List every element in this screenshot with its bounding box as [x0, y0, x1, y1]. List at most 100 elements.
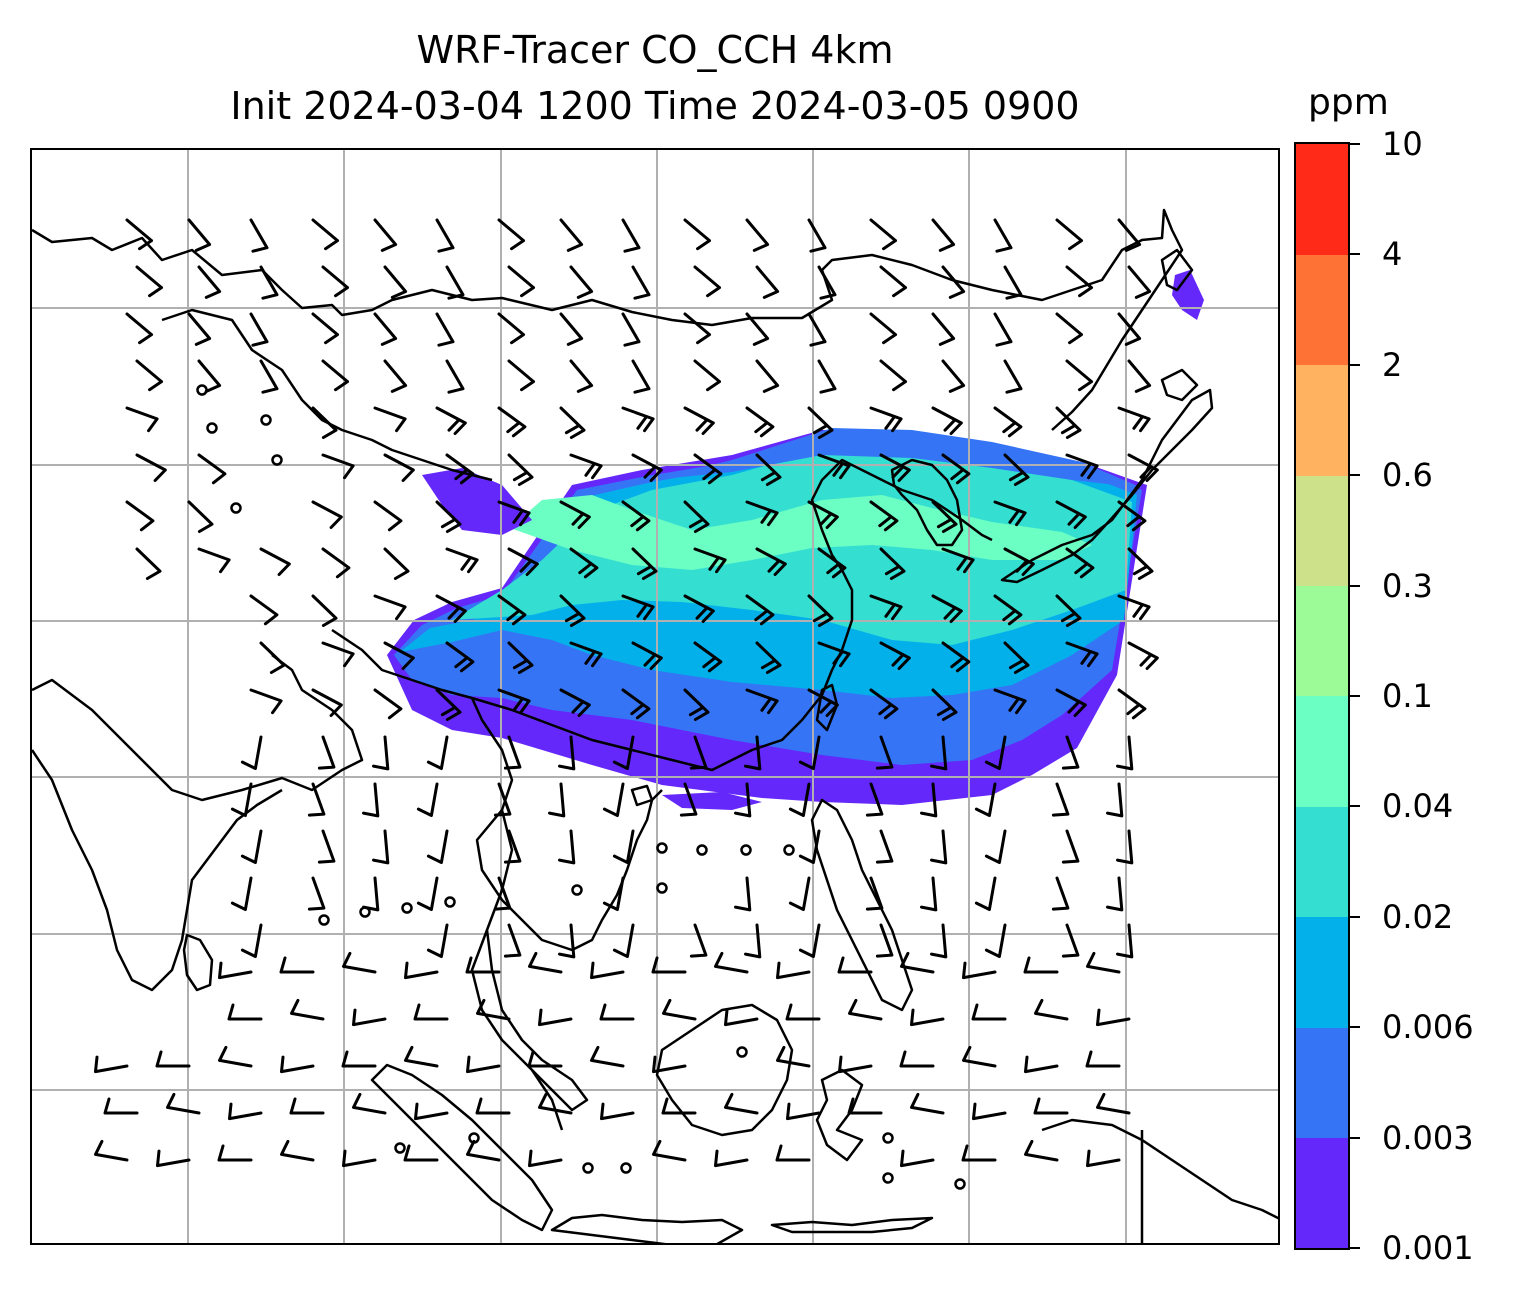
wind-barb [383, 547, 410, 580]
wind-barb [528, 1149, 563, 1168]
wind-barb [1065, 547, 1095, 579]
wind-barb [559, 594, 586, 627]
wind-barb [879, 359, 907, 392]
wind-barb [372, 829, 390, 865]
colorbar-segment [1296, 585, 1348, 697]
wind-barb [941, 359, 966, 393]
wind-barb [373, 312, 398, 346]
calm-wind-circle [230, 502, 242, 514]
wind-barb [569, 547, 599, 579]
wind-barb [362, 782, 380, 818]
calm-wind-circle [954, 1178, 966, 1190]
wind-barb [558, 735, 576, 771]
colorbar-tick-label: 10 [1382, 125, 1423, 163]
wind-barb [166, 1092, 201, 1115]
wind-barb [1116, 829, 1134, 865]
wind-barb [352, 1092, 387, 1115]
wind-barb [879, 547, 906, 580]
wind-barb [869, 500, 899, 532]
wind-barb [693, 359, 721, 392]
wind-barb [373, 218, 398, 252]
wind-barb [734, 782, 752, 818]
colorbar-segment [1296, 144, 1348, 255]
calm-wind-circle [620, 1162, 632, 1174]
wind-barb [755, 359, 780, 393]
wind-barb [435, 500, 462, 533]
wind-barb [569, 453, 603, 480]
wind-barb [865, 782, 884, 817]
wind-barb [798, 735, 821, 770]
wind-barb [497, 406, 527, 438]
wind-barb [865, 876, 884, 911]
wind-barb [602, 876, 625, 911]
wind-barb [445, 641, 475, 673]
wind-barb [848, 998, 883, 1021]
wind-barb [321, 641, 355, 668]
wind-barb [1116, 735, 1134, 771]
wind-barb [1117, 312, 1142, 346]
wind-barb [807, 688, 839, 717]
wind-barb [321, 359, 349, 392]
wind-barb [507, 547, 539, 576]
colorbar-tick [1350, 1026, 1360, 1029]
colorbar-tick-label: 0.006 [1382, 1008, 1474, 1047]
colorbar-tick [1350, 1136, 1360, 1139]
colorbar-unit: ppm [1308, 82, 1389, 123]
wind-barb [941, 453, 971, 485]
wind-barb [817, 641, 851, 668]
wind-barb [1117, 218, 1142, 252]
hainan [630, 784, 654, 807]
wind-barb [972, 1102, 1007, 1121]
wind-barb [1055, 218, 1083, 251]
map-panel[interactable] [30, 148, 1280, 1245]
wind-barb [621, 312, 641, 347]
wind-barb [869, 594, 903, 621]
wind-barb [1051, 782, 1070, 817]
wind-barb [899, 1050, 935, 1068]
wind-barb [558, 923, 576, 959]
wind-barb [621, 406, 655, 433]
wind-barb [714, 1149, 749, 1168]
wind-barb [683, 312, 711, 345]
wind-barbs [94, 218, 1159, 1168]
wind-barb [311, 218, 339, 251]
wind-barb [993, 500, 1027, 527]
wind-barb [786, 1102, 821, 1121]
wind-barb [693, 453, 723, 485]
wind-barb [679, 782, 698, 817]
wind-barb [466, 1139, 501, 1162]
wind-barb [879, 453, 911, 482]
calm-wind-circle [318, 914, 330, 926]
wind-barb [612, 923, 635, 958]
wind-barb [445, 547, 479, 574]
wind-barb [817, 265, 837, 300]
wind-barb [559, 500, 591, 529]
wind-barb [683, 500, 710, 533]
wind-barb [413, 1003, 449, 1021]
wind-barb [621, 218, 641, 253]
wind-barb [1003, 265, 1023, 300]
wind-barb [755, 265, 780, 299]
tracer-patch-northeast [1172, 270, 1204, 320]
colorbar-tick [1350, 695, 1360, 697]
calm-wind-circle [271, 454, 283, 466]
wind-barb [993, 406, 1023, 438]
calm-wind-circle [882, 1172, 894, 1184]
wind-barb [875, 923, 894, 958]
wind-barb [662, 998, 697, 1021]
wind-barb [683, 688, 710, 721]
wind-barb [383, 453, 415, 482]
calm-wind-circle [394, 1142, 406, 1154]
wind-barb [240, 829, 263, 864]
colorbar-tick-label: 0.04 [1382, 787, 1454, 826]
wind-barb [910, 1008, 945, 1027]
calm-wind-circle [740, 844, 752, 856]
wind-barb [745, 688, 779, 715]
wind-barb [1096, 1008, 1131, 1027]
wind-barb [352, 1008, 387, 1027]
wind-barb [875, 829, 894, 864]
wind-barb [755, 453, 782, 486]
wind-barb [920, 782, 938, 818]
map-title-line2: Init 2024-03-04 1200 Time 2024-03-05 090… [230, 84, 1080, 128]
wind-barb [1034, 998, 1069, 1021]
